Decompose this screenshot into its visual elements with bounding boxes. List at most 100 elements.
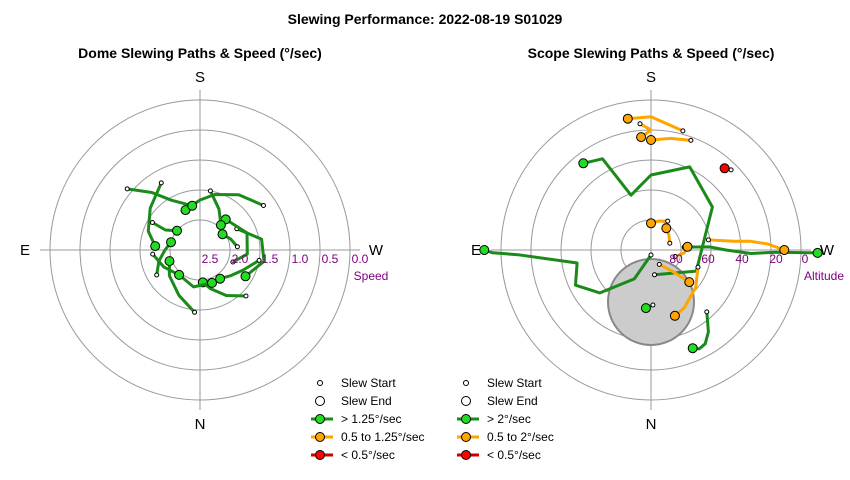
slew-start-marker (234, 244, 240, 250)
scope-dir-w: W (820, 242, 835, 259)
scope-axis-label: Altitude (804, 269, 844, 283)
scope-ring-label: 20 (769, 252, 783, 266)
scope-ring-label: 80 (669, 252, 683, 266)
slew-start-marker (695, 264, 701, 270)
legend-slow-marker (461, 450, 471, 460)
slew-path (178, 273, 213, 289)
slew-path (126, 187, 193, 208)
dome-rings (40, 90, 360, 410)
legend-label: 0.5 to 1.25°/sec (341, 430, 425, 444)
slew-start-marker (688, 137, 694, 143)
slew-end-marker (812, 247, 823, 258)
slew-start-marker (124, 186, 130, 192)
slew-start-marker (680, 128, 686, 134)
slew-end-marker (187, 200, 198, 211)
slew-start-marker (650, 302, 656, 308)
dome-title: Dome Slewing Paths & Speed (°/sec) (78, 45, 322, 61)
scope-dir-e: E (471, 242, 481, 259)
dome-ring-label: 1.0 (292, 252, 309, 266)
legend-label: < 0.5°/sec (487, 448, 541, 462)
dome-dir-s: S (195, 69, 205, 86)
slew-end-marker (174, 269, 185, 280)
slew-path (209, 190, 223, 226)
legend-label: 0.5 to 2°/sec (487, 430, 554, 444)
slew-start-marker (158, 180, 164, 186)
slew-path (167, 261, 196, 314)
scope-dir-s: S (646, 69, 656, 86)
slew-start-marker (728, 167, 734, 173)
dome-slew-paths (124, 180, 266, 315)
legend-slow-marker (315, 450, 325, 460)
legend-medium-marker (461, 432, 471, 442)
dome-axis-label: Speed (354, 269, 389, 283)
scope-polar-plot: Scope Slewing Paths & Speed (°/sec) S N … (471, 45, 844, 433)
legend-medium-marker (315, 432, 325, 442)
legend-fast-marker (461, 414, 471, 424)
slew-end-marker (164, 256, 175, 267)
scope-title: Scope Slewing Paths & Speed (°/sec) (528, 45, 775, 61)
slew-start-marker (154, 272, 160, 278)
slew-end-marker (622, 113, 633, 124)
slew-start-marker (648, 252, 654, 258)
dome-ring-label: 2.5 (202, 252, 219, 266)
scope-slew-paths (479, 113, 823, 354)
slew-start-marker (672, 254, 678, 259)
slew-start-marker (261, 203, 266, 208)
dome-legend: Slew Start Slew End > 1.25°/sec 0.5 to 1… (311, 376, 425, 462)
slew-end-marker (578, 158, 589, 169)
slew-end-marker (150, 241, 161, 252)
slew-path (184, 193, 265, 212)
slew-end-marker (479, 245, 490, 255)
slew-start-marker (256, 257, 262, 263)
figure-title: Slewing Performance: 2022-08-19 S01029 (288, 11, 563, 27)
dome-ring-label: 2.0 (232, 252, 249, 266)
slew-start-marker (705, 237, 711, 243)
legend-end-marker (461, 396, 471, 406)
slew-path (627, 115, 684, 133)
slew-end-marker (172, 225, 182, 236)
slew-path (151, 253, 180, 277)
legend-end-marker (315, 396, 325, 406)
slew-start-marker (704, 309, 710, 315)
dome-dir-w: W (369, 242, 384, 259)
dome-polar-plot: Dome Slewing Paths & Speed (°/sec) S N E… (20, 45, 388, 433)
slew-end-marker (636, 132, 647, 143)
slew-end-marker (215, 273, 226, 284)
slew-end-marker (217, 229, 228, 240)
slew-path (582, 157, 714, 277)
slew-path (673, 266, 700, 317)
slew-start-marker (207, 188, 213, 194)
slew-end-marker (669, 310, 680, 321)
slew-start-marker (667, 240, 673, 246)
legend-label: Slew Start (341, 376, 396, 390)
dome-ring-label: 1.5 (262, 252, 279, 266)
dome-dir-e: E (20, 242, 30, 259)
slew-end-marker (640, 303, 651, 314)
slew-path (236, 227, 266, 278)
slew-end-marker (215, 220, 226, 231)
slew-end-marker (719, 163, 730, 174)
slew-start-marker (192, 309, 198, 315)
legend-label: Slew Start (487, 376, 542, 390)
slew-path (224, 218, 249, 264)
slew-start-marker (230, 259, 236, 265)
slew-path (483, 248, 653, 295)
slew-path (692, 311, 710, 351)
legend-fast-marker (315, 414, 325, 424)
slew-end-marker (166, 237, 176, 248)
slew-end-marker (779, 245, 790, 255)
slew-end-marker (684, 277, 695, 288)
slew-end-marker (687, 343, 698, 354)
legend-label: Slew End (341, 394, 392, 408)
slew-path (658, 263, 691, 284)
legend-label: > 2°/sec (487, 412, 531, 426)
slew-start-marker (665, 218, 671, 224)
slew-start-marker (652, 272, 657, 278)
legend-label: > 1.25°/sec (341, 412, 402, 426)
dome-ring-label: 0.0 (352, 252, 369, 266)
slew-start-marker (149, 220, 155, 225)
slew-end-marker (646, 218, 656, 229)
legend-start-marker (463, 380, 469, 386)
slew-end-marker (661, 223, 672, 234)
